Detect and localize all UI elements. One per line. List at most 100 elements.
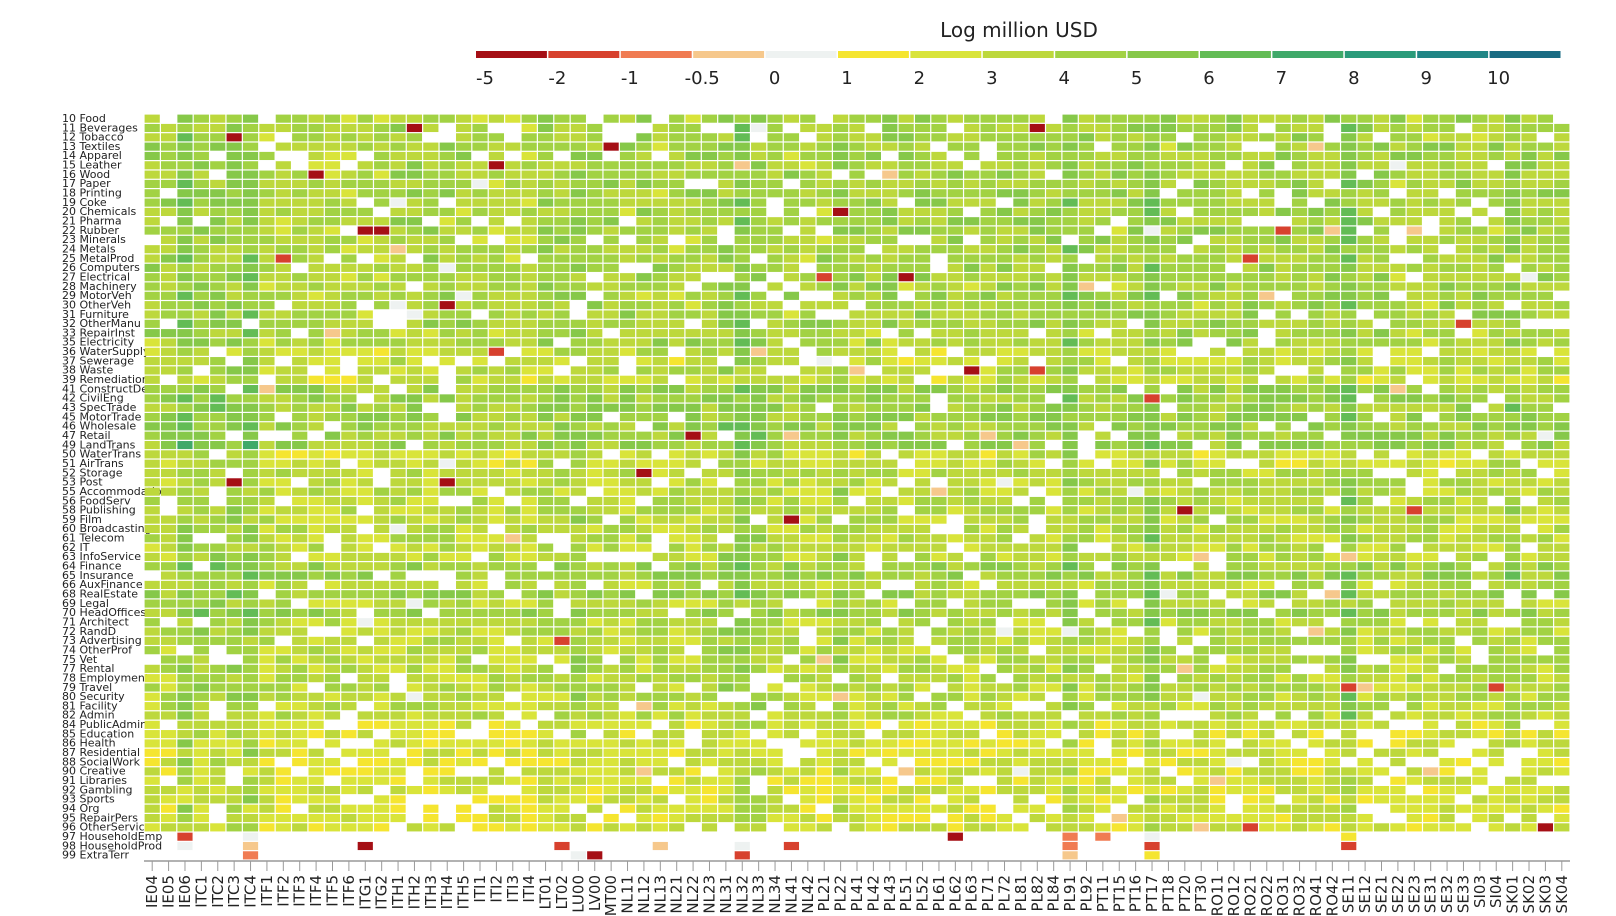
heatmap-cell — [324, 580, 341, 589]
heatmap-cell — [472, 543, 488, 552]
heatmap-cell — [1177, 357, 1193, 366]
heatmap-cell — [1029, 282, 1045, 291]
heatmap-cell — [1259, 534, 1275, 543]
heatmap-cell — [1226, 413, 1242, 422]
heatmap-cell — [1013, 431, 1029, 440]
row-label: 19 Coke — [62, 196, 107, 209]
legend-tick-label: 7 — [1276, 68, 1287, 89]
heatmap-cell — [341, 385, 357, 394]
heatmap-cell — [242, 515, 259, 524]
heatmap-cell — [406, 170, 423, 179]
heatmap-cell — [1046, 385, 1062, 394]
heatmap-cell — [177, 366, 193, 375]
heatmap-cell — [1111, 552, 1127, 562]
heatmap-cell — [964, 254, 980, 263]
heatmap-cell — [980, 207, 996, 216]
heatmap-cell — [1455, 151, 1472, 161]
heatmap-cell — [1046, 301, 1062, 310]
heatmap-cell — [242, 189, 259, 198]
heatmap-cells — [144, 114, 1570, 860]
heatmap-cell — [619, 515, 636, 524]
heatmap-cell — [1521, 552, 1537, 562]
heatmap-cell — [406, 459, 423, 468]
heatmap-cell — [423, 478, 439, 487]
heatmap-cell — [1160, 142, 1177, 151]
heatmap-cell — [472, 273, 488, 282]
heatmap-cell — [308, 562, 324, 571]
heatmap-cell — [308, 375, 324, 384]
heatmap-cell — [1341, 226, 1357, 235]
heatmap-cell — [1144, 198, 1160, 207]
heatmap-cell — [751, 273, 767, 282]
heatmap-cell — [1390, 133, 1406, 142]
heatmap-cell — [1226, 329, 1242, 338]
heatmap-cell — [292, 692, 308, 701]
heatmap-cell — [160, 329, 177, 338]
heatmap-cell — [914, 357, 931, 366]
heatmap-cell — [570, 674, 586, 683]
heatmap-cell — [1423, 571, 1439, 580]
heatmap-cell — [669, 170, 685, 179]
heatmap-cell — [1177, 273, 1193, 282]
heatmap-cell — [718, 142, 734, 151]
heatmap-cell — [1341, 496, 1357, 506]
heatmap-cell — [964, 114, 980, 123]
heatmap-cell — [1177, 217, 1193, 226]
heatmap-cell — [767, 151, 783, 161]
heatmap-cell — [865, 254, 881, 263]
heatmap-cell — [652, 571, 668, 580]
heatmap-cell — [537, 571, 554, 580]
heatmap-cell — [701, 301, 718, 310]
heatmap-cell — [734, 468, 750, 478]
heatmap-cell — [144, 114, 160, 123]
heatmap-cell — [1078, 580, 1095, 589]
heatmap-cell — [619, 543, 636, 552]
heatmap-cell — [488, 375, 504, 384]
heatmap-cell — [193, 590, 209, 599]
heatmap-cell — [1291, 506, 1308, 515]
heatmap-cell — [144, 459, 160, 468]
heatmap-cell — [1275, 655, 1291, 664]
heatmap-cell — [751, 235, 767, 244]
heatmap-cell — [472, 468, 488, 478]
heatmap-cell — [554, 571, 570, 580]
heatmap-cell — [603, 422, 619, 431]
row-label: 91 Libraries — [62, 774, 127, 787]
heatmap-cell — [554, 254, 570, 263]
heatmap-cell — [1177, 263, 1193, 272]
heatmap-cell — [423, 161, 439, 170]
heatmap-cell — [669, 655, 685, 664]
row-label: 59 Film — [62, 513, 102, 526]
legend-tick-label: -0.5 — [685, 68, 720, 89]
heatmap-cell — [1259, 599, 1275, 608]
heatmap-cell — [521, 366, 537, 375]
heatmap-cell — [242, 496, 259, 506]
heatmap-cell — [587, 357, 603, 366]
heatmap-cell — [980, 590, 996, 599]
heatmap-cell — [833, 207, 849, 216]
heatmap-cell — [1062, 319, 1078, 328]
heatmap-cell — [1095, 385, 1111, 394]
heatmap-cell — [193, 552, 209, 562]
heatmap-cell — [865, 394, 881, 403]
heatmap-cell — [210, 375, 226, 384]
heatmap-cell — [1259, 133, 1275, 142]
heatmap-cell — [1537, 366, 1554, 375]
heatmap-cell — [1406, 664, 1422, 673]
heatmap-cell — [1160, 599, 1177, 608]
heatmap-cell — [1275, 413, 1291, 422]
heatmap-cell — [242, 674, 259, 683]
heatmap-cell — [1144, 133, 1160, 142]
heatmap-cell — [931, 189, 947, 198]
heatmap-cell — [177, 534, 193, 543]
heatmap-cell — [1537, 487, 1554, 496]
legend-tick-label: -2 — [548, 68, 566, 89]
heatmap-cell — [800, 217, 816, 226]
heatmap-cell — [1373, 478, 1390, 487]
heatmap-cell — [964, 580, 980, 589]
heatmap-cell — [226, 646, 242, 655]
heatmap-cell — [160, 366, 177, 375]
heatmap-cell — [1029, 123, 1045, 133]
heatmap-cell — [1390, 552, 1406, 562]
heatmap-cell — [1488, 347, 1504, 356]
